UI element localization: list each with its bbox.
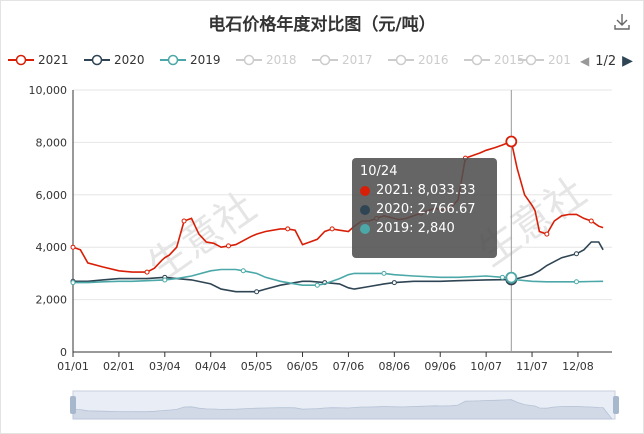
tooltip-row-text: 2019: 2,840 [376,221,455,236]
data-point-2021 [225,243,231,249]
legend-label: 201 [548,53,571,67]
data-point-2021 [285,226,291,232]
data-point-2021 [544,231,550,237]
legend-marker-icon [236,54,262,66]
x-tick-label: 07/06 [333,360,365,373]
data-point-2020 [391,280,397,286]
tooltip-row: 2021: 8,033.33 [360,183,489,198]
tooltip-row-text: 2020: 2,766.67 [376,202,476,217]
tooltip-row: 2019: 2,840 [360,221,489,236]
data-point-2019 [573,279,579,285]
x-tick-label: 12/08 [562,360,594,373]
data-point-2021 [329,226,335,232]
data-point-2019 [499,274,505,280]
legend-item-2019[interactable]: 2019 [160,50,221,70]
y-tick-label: 4,000 [36,241,68,254]
data-point-2021 [181,218,187,224]
legend-item-2015[interactable]: 2015 [464,50,525,70]
legend-label: 2018 [266,53,297,67]
legend-item-2017[interactable]: 2017 [312,50,373,70]
x-tick-label: 03/04 [149,360,181,373]
legend-marker-icon [388,54,414,66]
y-tick-label: 6,000 [36,189,68,202]
data-point-2021 [588,218,594,224]
legend-pager: ◀ 1/2 ▶ [580,52,633,70]
y-tick-label: 10,000 [29,84,68,97]
series-line-2020 [73,241,604,293]
x-tick-label: 08/06 [378,360,410,373]
legend-item-2020[interactable]: 2020 [84,50,145,70]
data-point-2019 [240,268,246,274]
series-line-2021 [72,140,604,273]
zoom-handle-right [613,396,619,414]
data-point-2021 [70,244,76,250]
highlight-point-2019 [505,271,518,284]
y-tick-label: 0 [60,346,67,359]
x-tick-label: 02/01 [103,360,135,373]
legend-item-2018[interactable]: 2018 [236,50,297,70]
data-point-2019 [70,280,76,286]
legend-marker-icon [8,54,34,66]
legend-label: 2017 [342,53,373,67]
prev-page-icon[interactable]: ◀ [580,54,590,68]
legend-marker-icon [160,54,186,66]
highlight-point-2021 [505,135,518,148]
tooltip: 10/24 2021: 8,033.33 2020: 2,766.67 2019… [352,158,497,258]
tooltip-dot [360,223,370,234]
legend-label: 2019 [190,53,221,67]
legend-label: 2016 [418,53,449,67]
legend-marker-icon [464,54,490,66]
tooltip-dot [360,204,370,215]
data-point-2020 [573,251,579,257]
legend-marker-icon [518,54,544,66]
data-point-2020 [254,289,260,295]
legend-label: 2015 [494,53,525,67]
data-point-2019 [381,270,387,276]
legend-marker-icon [84,54,110,66]
x-tick-label: 01/01 [57,360,89,373]
chart-title: 电石价格年度对比图（元/吨） [208,15,436,35]
data-point-2019 [314,282,320,288]
download-icon[interactable] [612,12,632,32]
y-tick-label: 2,000 [36,294,68,307]
tooltip-date: 10/24 [360,164,398,179]
x-tick-label: 06/05 [287,360,319,373]
data-point-2019 [162,277,168,283]
legend-page-label: 1/2 [595,53,617,69]
legend-marker-icon [312,54,338,66]
zoom-slider-preview [72,399,613,420]
legend-item-201[interactable]: 201 [518,50,571,70]
tooltip-row-text: 2021: 8,033.33 [376,183,476,198]
x-tick-label: 09/06 [424,360,456,373]
zoom-handle-left [70,396,76,414]
legend-item-2021[interactable]: 2021 [8,50,69,70]
legend-item-2016[interactable]: 2016 [388,50,449,70]
tooltip-dot [360,185,370,196]
x-tick-label: 04/04 [195,360,227,373]
legend-label: 2020 [114,53,145,67]
x-tick-label: 05/05 [241,360,273,373]
x-tick-label: 11/07 [516,360,548,373]
y-tick-label: 8,000 [36,136,68,149]
next-page-icon[interactable]: ▶ [622,53,633,69]
tooltip-row: 2020: 2,766.67 [360,202,489,217]
x-tick-label: 10/07 [470,360,502,373]
data-point-2021 [144,269,150,275]
legend-label: 2021 [38,53,69,67]
